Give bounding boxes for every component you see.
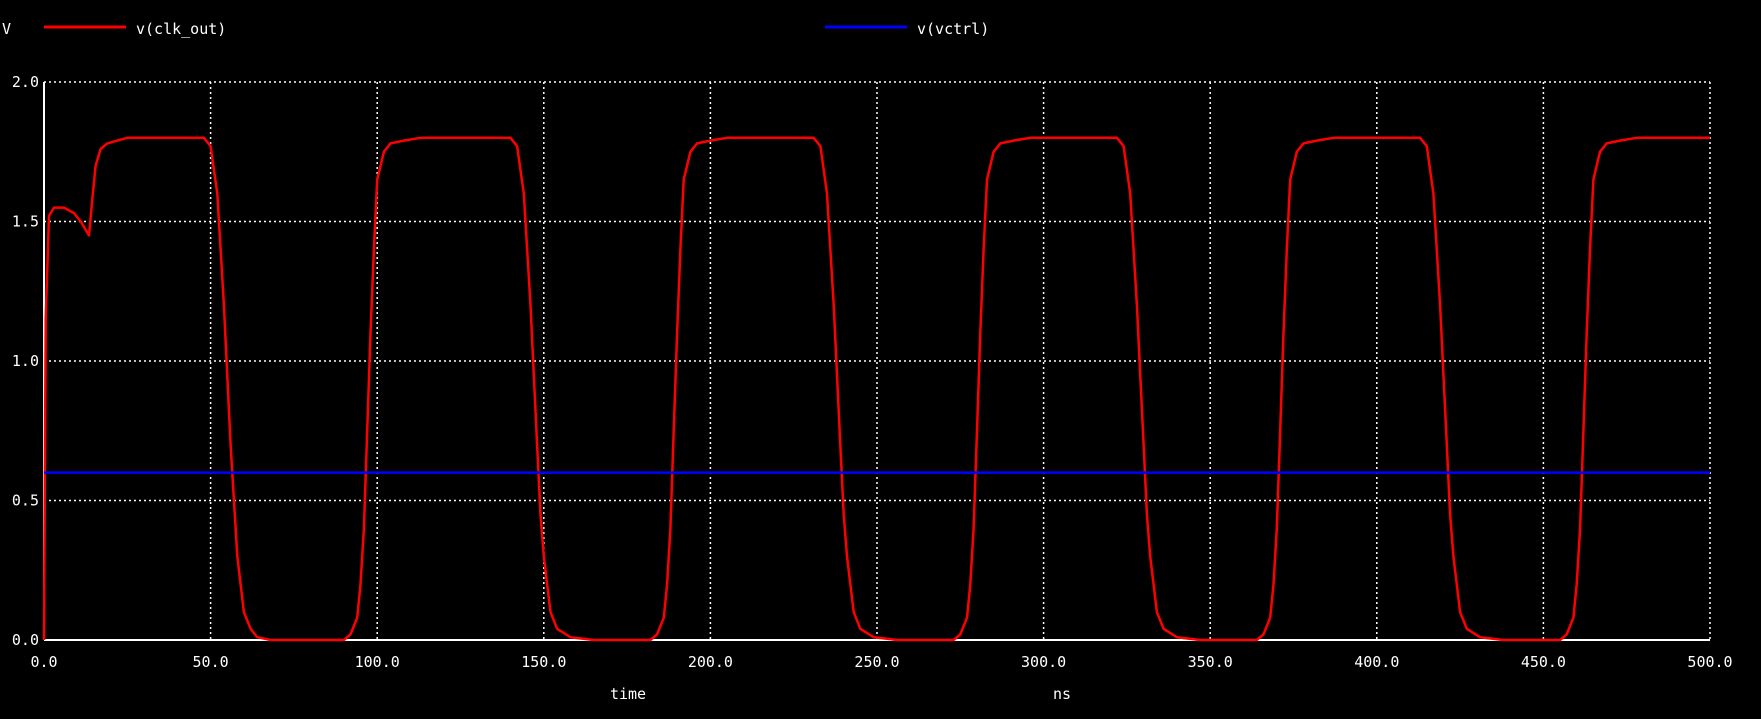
legend-label: v(clk_out) [136,20,226,38]
y-tick-labels: 0.0 0.5 1.0 1.5 2.0 [12,73,39,649]
x-tick-label: 300.0 [1021,653,1066,671]
series-line-clk-out [42,136,1710,642]
x-tick-label: 200.0 [688,653,733,671]
x-tick-label: 250.0 [854,653,899,671]
y-tick-label: 0.5 [12,492,39,510]
x-tick-label: 150.0 [521,653,566,671]
series-layer [42,136,1710,642]
x-tick-label: 0.0 [30,653,57,671]
x-tick-label: 50.0 [193,653,229,671]
y-tick-label: 0.0 [12,631,39,649]
x-tick-label: 500.0 [1687,653,1732,671]
x-tick-labels: 0.0 50.0 100.0 150.0 200.0 250.0 300.0 350.0 400… [30,653,1732,671]
legend-label: v(vctrl) [917,20,989,38]
x-axis-label: time [610,685,646,703]
x-tick-label: 100.0 [355,653,400,671]
y-tick-label: 1.0 [12,352,39,370]
y-tick-label: 2.0 [12,73,39,91]
x-axis-unit: ns [1053,685,1071,703]
x-tick-label: 350.0 [1188,653,1233,671]
legend: v(clk_out) v(vctrl) [44,20,989,38]
y-tick-label: 1.5 [12,213,39,231]
y-axis-label: V [2,20,11,38]
x-tick-label: 450.0 [1521,653,1566,671]
x-tick-label: 400.0 [1354,653,1399,671]
